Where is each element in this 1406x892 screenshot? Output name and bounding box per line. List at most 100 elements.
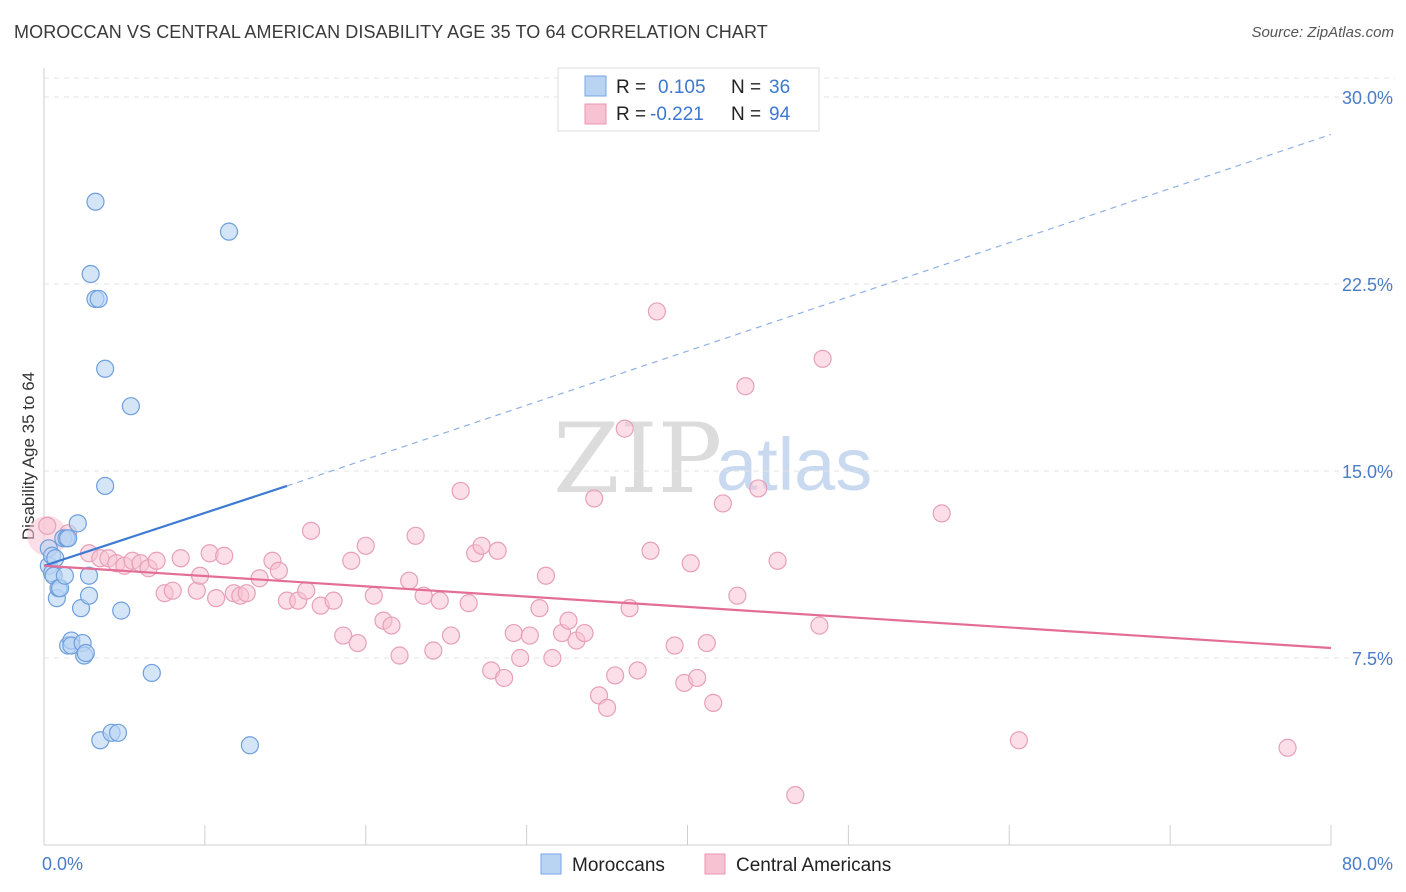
- central-americans-point: [334, 626, 353, 645]
- central-americans-point: [237, 584, 256, 603]
- central-americans-point: [171, 549, 190, 568]
- central-americans-point: [348, 633, 367, 653]
- central-americans-point: [269, 561, 288, 580]
- legend-n-value-central-americans: 94: [769, 104, 791, 125]
- legend-n-label-1: N =: [731, 77, 761, 98]
- moroccans-point: [96, 476, 115, 496]
- central-americans-point: [424, 641, 443, 660]
- central-americans-point: [813, 349, 832, 368]
- central-americans-point: [441, 626, 461, 645]
- central-americans-point: [681, 554, 700, 573]
- series-legend-label-central-americans: Central Americans: [736, 855, 891, 876]
- central-americans-point: [688, 668, 707, 688]
- central-americans-point: [495, 668, 514, 688]
- central-americans-point: [504, 623, 523, 643]
- central-americans-point: [400, 571, 419, 590]
- moroccans-point: [55, 566, 75, 585]
- central-americans-point: [736, 377, 755, 396]
- central-americans-point: [147, 551, 166, 570]
- y-axis-tick-labels: 7.5% 15.0% 22.5% 30.0%: [1342, 88, 1393, 669]
- central-americans-point: [364, 586, 383, 605]
- central-americans-point: [472, 536, 491, 555]
- central-americans-point: [38, 516, 57, 535]
- central-americans-trend-line: [43, 564, 1332, 650]
- central-americans-point: [665, 636, 684, 655]
- central-americans-point: [301, 521, 321, 540]
- central-americans-point: [459, 594, 478, 613]
- source-credit: Source: ZipAtlas.com: [1251, 24, 1394, 41]
- moroccans-point: [121, 397, 140, 416]
- central-americans-point: [451, 481, 470, 501]
- central-americans-point: [575, 623, 594, 643]
- central-americans-point: [713, 494, 732, 513]
- central-americans-points: [27, 302, 1297, 805]
- central-americans-point: [324, 591, 343, 610]
- legend-r-value-central-americans: -0.221: [650, 104, 704, 125]
- central-americans-point: [697, 633, 716, 653]
- central-americans-point: [430, 591, 449, 610]
- x-axis-ticks: [43, 825, 1332, 845]
- central-americans-point: [342, 551, 361, 570]
- central-americans-point: [1009, 731, 1029, 750]
- central-americans-point: [382, 616, 401, 635]
- central-americans-point: [749, 479, 768, 498]
- x-tick-label-max: 80.0%: [1342, 854, 1393, 874]
- moroccans-point: [219, 222, 239, 241]
- moroccans-point: [96, 359, 115, 378]
- central-americans-point: [597, 698, 617, 717]
- central-americans-point: [585, 489, 604, 508]
- central-americans-point: [810, 616, 829, 635]
- legend-swatch-moroccans: [584, 75, 607, 97]
- central-americans-point: [356, 536, 375, 555]
- central-americans-point: [187, 581, 206, 600]
- chart-title: MOROCCAN VS CENTRAL AMERICAN DISABILITY …: [14, 22, 768, 42]
- stats-legend: R = 0.105 N = 36 R = -0.221 N = 94: [557, 67, 820, 132]
- central-americans-point: [163, 581, 182, 600]
- gridlines: [44, 77, 1395, 659]
- central-americans-point: [536, 566, 556, 585]
- zipatlas-watermark: ZIP atlas: [553, 403, 872, 515]
- watermark-zip: ZIP: [553, 403, 722, 515]
- moroccans-point: [86, 192, 105, 211]
- central-americans-point: [390, 646, 409, 665]
- central-americans-point: [615, 419, 634, 438]
- moroccans-point: [76, 643, 95, 663]
- central-americans-point: [606, 666, 625, 685]
- central-americans-point: [520, 626, 539, 645]
- moroccans-trend-extension: [286, 133, 1332, 487]
- central-americans-point: [628, 661, 647, 680]
- legend-r-label-1: R =: [616, 77, 646, 98]
- central-americans-point: [530, 599, 549, 618]
- central-americans-point: [704, 693, 723, 712]
- y-tick-label: 30.0%: [1342, 88, 1393, 108]
- moroccans-point: [89, 289, 108, 309]
- y-axis-label: Disability Age 35 to 64: [19, 372, 38, 540]
- central-americans-point: [543, 648, 562, 668]
- central-americans-point: [406, 526, 425, 545]
- central-americans-point: [215, 546, 234, 565]
- central-americans-point: [559, 611, 578, 630]
- series-legend-swatch-central-americans: [704, 853, 726, 875]
- moroccans-point: [79, 566, 99, 585]
- moroccans-point: [59, 529, 78, 548]
- central-americans-point: [647, 302, 667, 321]
- series-legend: Moroccans Central Americans: [540, 853, 891, 876]
- y-tick-label: 15.0%: [1342, 462, 1393, 482]
- central-americans-point: [488, 541, 507, 560]
- moroccans-points: [39, 192, 260, 755]
- central-americans-point: [207, 589, 226, 608]
- legend-n-value-moroccans: 36: [769, 77, 790, 98]
- legend-r-value-moroccans: 0.105: [658, 77, 706, 98]
- moroccans-trend-line: [43, 484, 288, 567]
- central-americans-point: [786, 786, 805, 805]
- central-americans-point: [1278, 738, 1297, 757]
- x-tick-label-min: 0.0%: [42, 854, 83, 874]
- central-americans-point: [511, 648, 530, 668]
- moroccans-point: [142, 663, 161, 683]
- moroccans-point: [112, 601, 131, 620]
- series-legend-swatch-moroccans: [540, 853, 562, 875]
- series-legend-label-moroccans: Moroccans: [572, 855, 665, 876]
- central-americans-point: [728, 586, 747, 605]
- y-tick-label: 7.5%: [1352, 649, 1393, 669]
